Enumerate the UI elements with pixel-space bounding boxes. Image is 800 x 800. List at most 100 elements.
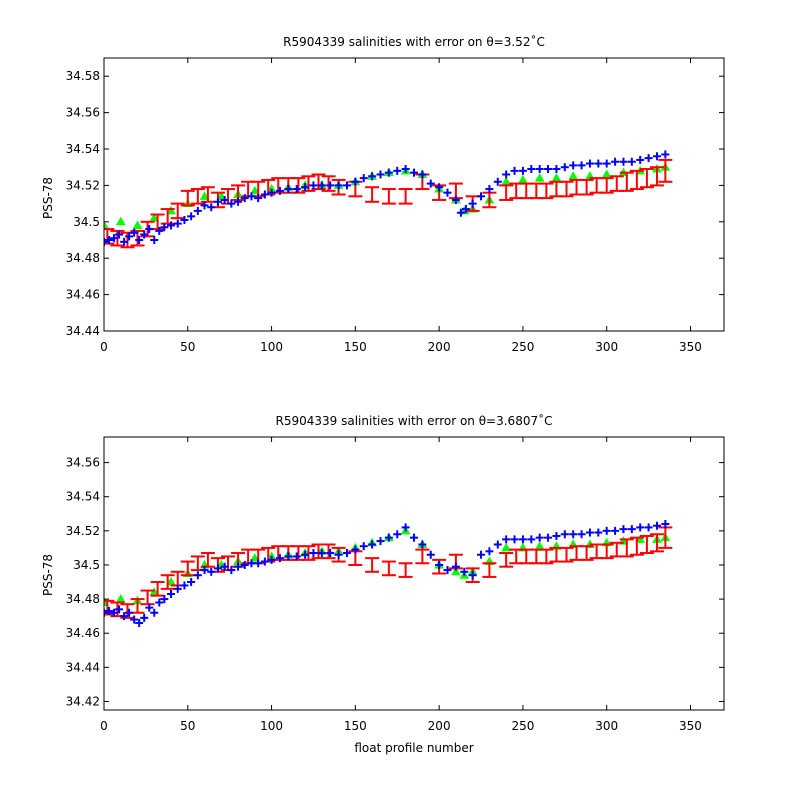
error-bar bbox=[301, 175, 316, 192]
float-salinity-marker bbox=[502, 170, 511, 179]
mapped-salinity-marker bbox=[501, 542, 512, 552]
float-salinity-marker bbox=[220, 562, 229, 571]
x-tick-label: 0 bbox=[100, 340, 108, 354]
float-salinity-marker bbox=[435, 183, 444, 192]
x-tick-label: 200 bbox=[428, 340, 451, 354]
float-salinity-marker bbox=[544, 165, 553, 174]
float-salinity-marker bbox=[493, 540, 502, 549]
error-bar bbox=[291, 177, 306, 194]
float-salinity-marker bbox=[351, 177, 360, 186]
float-salinity-marker bbox=[569, 161, 578, 170]
error-bar bbox=[200, 552, 215, 568]
error-bar bbox=[649, 166, 664, 187]
float-salinity-marker bbox=[284, 552, 293, 561]
error-bar bbox=[200, 186, 215, 203]
float-salinity-marker bbox=[384, 168, 393, 177]
error-bar bbox=[619, 538, 634, 558]
error-bar bbox=[482, 562, 497, 578]
float-salinity-marker bbox=[342, 549, 351, 558]
float-salinity-marker bbox=[105, 236, 114, 244]
float-salinity-marker bbox=[359, 542, 368, 551]
error-bar bbox=[619, 171, 634, 192]
float-salinity-marker bbox=[393, 166, 402, 175]
float-salinity-marker bbox=[317, 181, 326, 190]
float-salinity-marker bbox=[115, 605, 124, 614]
float-salinity-marker bbox=[652, 521, 661, 530]
float-salinity-marker bbox=[451, 562, 460, 571]
x-tick-label: 250 bbox=[511, 340, 534, 354]
float-salinity-marker bbox=[140, 230, 149, 239]
float-salinity-marker bbox=[585, 528, 594, 537]
float-salinity-marker bbox=[326, 549, 335, 558]
float-salinity-marker bbox=[627, 157, 636, 166]
float-salinity-marker bbox=[301, 183, 310, 192]
float-salinity-marker bbox=[301, 550, 310, 559]
error-bar bbox=[559, 546, 574, 563]
top-plot-ticks: 0 50 100 150 200 250 300 350 34.44 34.46 34.48 34.5… bbox=[66, 58, 724, 354]
x-tick-label: 350 bbox=[679, 340, 702, 354]
mapped-salinity-marker bbox=[451, 566, 461, 576]
float-salinity-marker bbox=[200, 566, 209, 575]
float-salinity-marker bbox=[150, 236, 159, 244]
error-bar bbox=[579, 545, 594, 561]
bottom-plot-ticks: 0 50 100 150 200 250 300 350 34.42 34.44 34.46 34.4… bbox=[66, 437, 724, 733]
error-bar bbox=[321, 175, 336, 192]
float-salinity-marker bbox=[130, 615, 139, 624]
float-salinity-marker bbox=[180, 581, 189, 590]
float-salinity-marker bbox=[510, 166, 519, 175]
float-salinity-marker bbox=[104, 608, 108, 617]
error-bar bbox=[180, 560, 195, 577]
float-salinity-marker bbox=[207, 203, 216, 212]
mapped-salinity-marker bbox=[132, 220, 143, 229]
float-salinity-marker bbox=[493, 177, 502, 186]
error-bar bbox=[398, 562, 413, 578]
y-tick-label: 34.54 bbox=[66, 142, 100, 156]
float-salinity-marker bbox=[187, 212, 196, 221]
float-salinity-marker bbox=[145, 225, 154, 234]
float-salinity-marker bbox=[652, 152, 661, 161]
error-bar bbox=[599, 543, 614, 560]
mapped-salinity-marker bbox=[104, 220, 109, 229]
error-bar bbox=[140, 589, 155, 606]
float-salinity-marker bbox=[160, 223, 169, 232]
error-bar bbox=[559, 180, 574, 198]
float-salinity-marker bbox=[527, 165, 536, 174]
float-salinity-marker bbox=[240, 560, 249, 569]
float-salinity-marker bbox=[167, 589, 176, 598]
float-salinity-marker bbox=[254, 559, 263, 568]
error-bar bbox=[499, 184, 514, 201]
x-tick-label: 150 bbox=[344, 719, 367, 733]
x-tick-label: 350 bbox=[679, 719, 702, 733]
float-salinity-marker bbox=[368, 540, 377, 549]
x-tick-label: 200 bbox=[428, 719, 451, 733]
error-bar bbox=[170, 202, 185, 220]
float-salinity-marker bbox=[105, 607, 114, 616]
float-salinity-marker bbox=[611, 526, 620, 535]
x-tick-label: 300 bbox=[595, 719, 618, 733]
error-bar bbox=[639, 534, 654, 555]
error-bar bbox=[190, 188, 205, 205]
float-salinity-marker bbox=[359, 174, 368, 183]
float-salinity-marker bbox=[110, 608, 119, 617]
error-bar bbox=[629, 169, 644, 191]
float-salinity-marker bbox=[577, 530, 586, 539]
error-bar bbox=[579, 178, 594, 196]
float-salinity-marker bbox=[342, 181, 351, 190]
float-salinity-marker bbox=[661, 520, 670, 529]
error-bar bbox=[658, 158, 673, 183]
x-tick-label: 250 bbox=[511, 719, 534, 733]
float-salinity-marker bbox=[284, 185, 293, 194]
x-tick-label: 300 bbox=[595, 340, 618, 354]
float-salinity-marker bbox=[309, 181, 318, 190]
float-salinity-marker bbox=[443, 566, 452, 575]
float-salinity-marker bbox=[636, 155, 645, 164]
float-salinity-marker bbox=[552, 165, 561, 174]
error-bar bbox=[415, 548, 430, 565]
float-salinity-marker bbox=[267, 188, 276, 197]
float-salinity-marker bbox=[611, 157, 620, 166]
float-salinity-marker bbox=[502, 535, 511, 544]
float-salinity-marker bbox=[173, 219, 182, 228]
top-plot: R5904339 salinities with error on θ=3.52… bbox=[41, 34, 725, 354]
float-salinity-marker bbox=[200, 201, 209, 210]
float-salinity-marker bbox=[110, 234, 119, 243]
